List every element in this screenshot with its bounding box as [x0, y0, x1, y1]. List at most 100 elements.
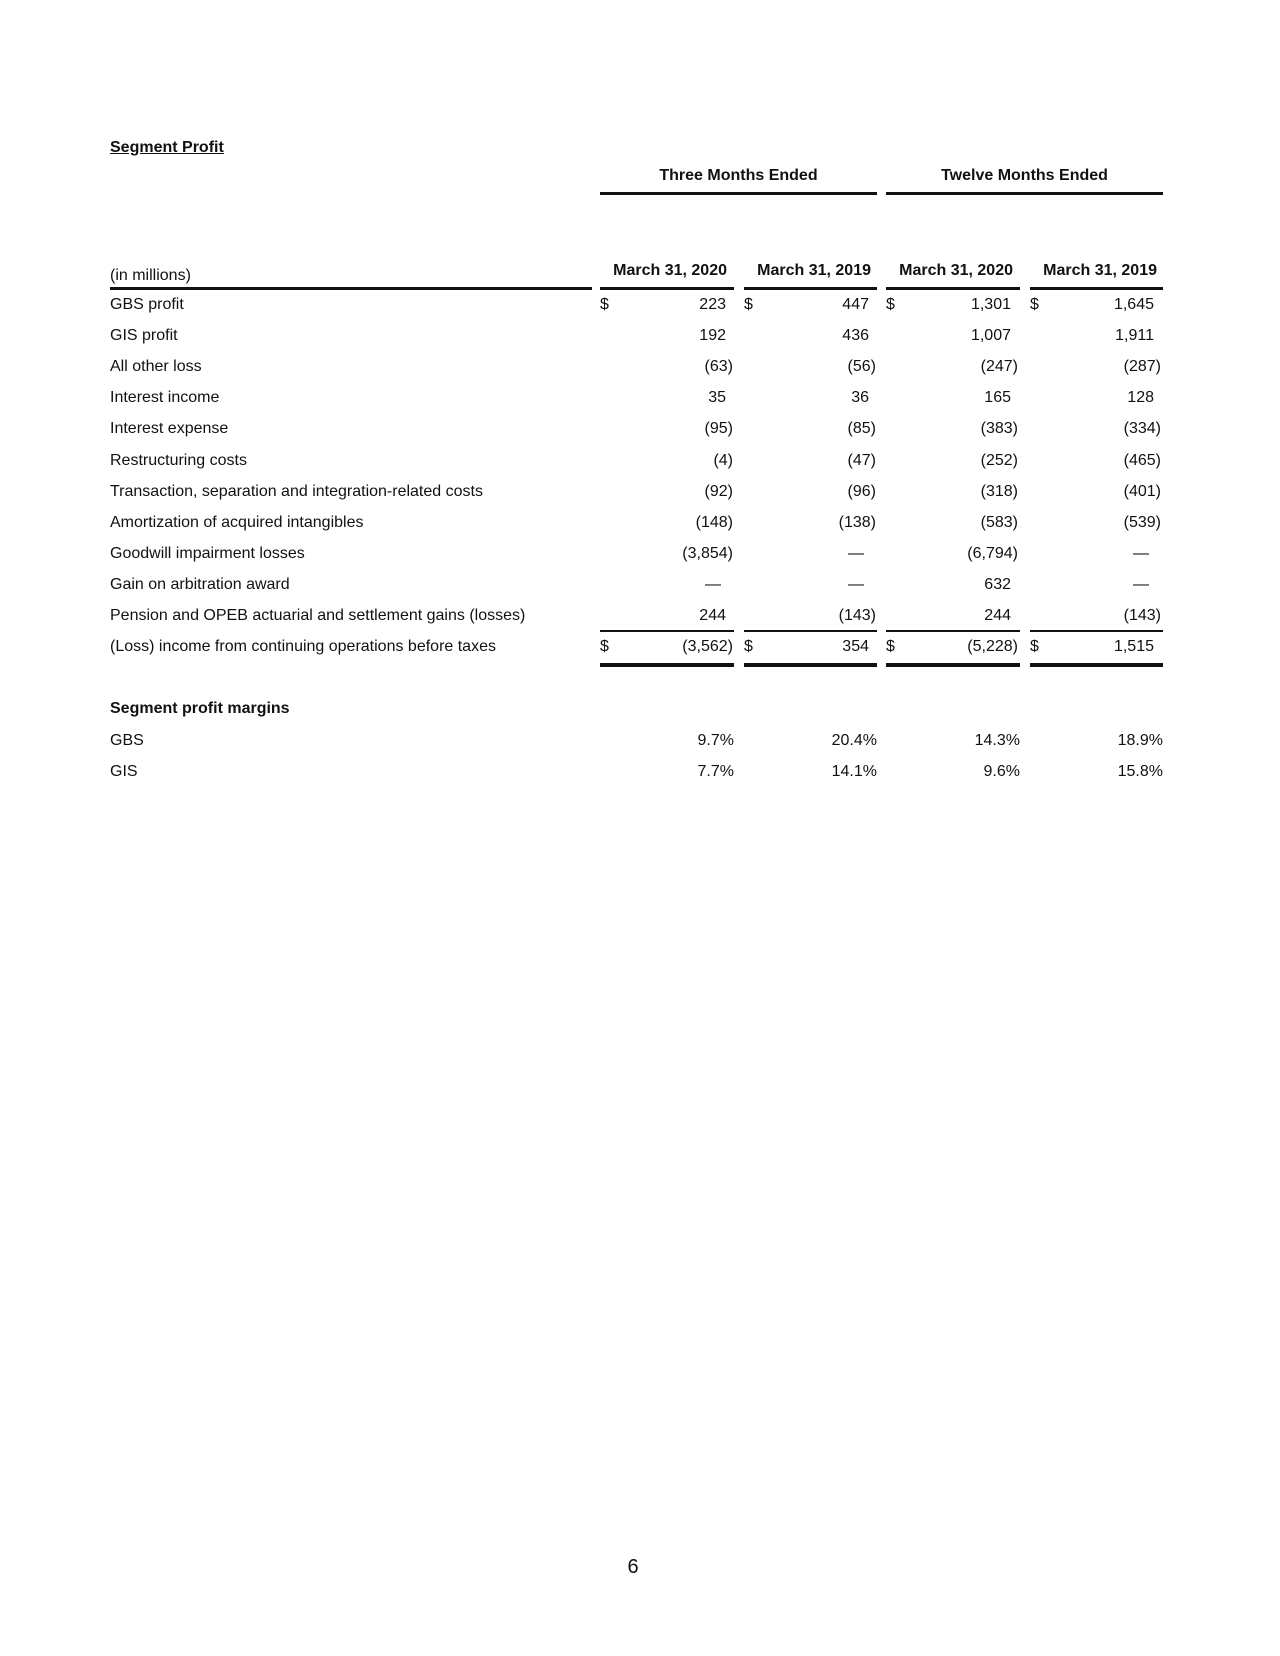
- total-double-rule: [600, 663, 734, 668]
- subtotal-rule: [744, 630, 877, 633]
- margin-value: 14.3%: [974, 732, 1020, 749]
- group-rule: [600, 192, 877, 195]
- group-rule: [886, 192, 1163, 195]
- row-value: (401): [1123, 482, 1161, 500]
- dollar-sign: $: [600, 638, 609, 656]
- row-value: (6,794): [967, 544, 1018, 562]
- dollar-sign: $: [1030, 638, 1039, 656]
- column-header: March 31, 2020: [613, 262, 727, 279]
- row-value: 1,007: [970, 327, 1011, 345]
- header-rule: [744, 287, 877, 290]
- dollar-sign: $: [886, 296, 895, 313]
- row-value: 192: [699, 327, 726, 345]
- table-row: (Loss) income from continuing operations…: [0, 632, 1280, 663]
- row-label: Restructuring costs: [110, 451, 247, 469]
- row-value: (465): [1123, 451, 1161, 469]
- row-value: 1,911: [1115, 327, 1154, 345]
- row-label: Gain on arbitration award: [110, 575, 290, 593]
- subtotal-rule: [1030, 630, 1163, 633]
- row-value: (143): [838, 607, 876, 624]
- row-value: (85): [847, 420, 876, 438]
- row-label: Goodwill impairment losses: [110, 544, 305, 562]
- header-rule: [886, 287, 1020, 290]
- units-label: (in millions): [110, 267, 191, 284]
- row-value: (138): [838, 513, 876, 531]
- row-value: (96): [847, 482, 876, 500]
- margin-row: GIS 7.7% 14.1% 9.6% 15.8%: [0, 757, 1280, 788]
- row-value: 354: [842, 638, 869, 656]
- row-value: (47): [847, 451, 876, 469]
- table-row: Amortization of acquired intangibles (148…: [0, 508, 1280, 539]
- margin-value: 7.7%: [697, 763, 734, 781]
- row-value: (247): [980, 358, 1018, 376]
- row-value: —: [705, 575, 721, 593]
- row-value: (63): [704, 358, 733, 376]
- row-value: 36: [851, 389, 869, 407]
- table-row: Interest expense (95) (85) (383) (334): [0, 414, 1280, 445]
- header-rule: [1030, 287, 1163, 290]
- row-value: (334): [1123, 420, 1161, 438]
- column-header: March 31, 2019: [757, 262, 871, 279]
- table-row: Transaction, separation and integration-…: [0, 477, 1280, 508]
- column-header: March 31, 2019: [1043, 262, 1157, 279]
- row-value: —: [1133, 544, 1149, 562]
- row-value: (4): [713, 451, 733, 469]
- row-value: 1,301: [970, 296, 1011, 313]
- total-double-rule: [744, 663, 877, 668]
- column-header: March 31, 2020: [899, 262, 1013, 279]
- row-value: 436: [842, 327, 869, 345]
- row-value: (318): [980, 482, 1018, 500]
- row-value: (583): [980, 513, 1018, 531]
- row-label: All other loss: [110, 358, 202, 376]
- table-row: Gain on arbitration award — — 632 —: [0, 570, 1280, 601]
- dollar-sign: $: [600, 296, 609, 313]
- dollar-sign: $: [1030, 296, 1039, 313]
- row-value: (3,854): [682, 544, 733, 562]
- table-row: GBS profit $223 $447 $1,301 $1,645: [0, 290, 1280, 321]
- row-value: —: [1133, 575, 1149, 593]
- row-value: 223: [699, 296, 726, 313]
- header-rule: [600, 287, 734, 290]
- row-value: —: [848, 544, 864, 562]
- row-value: 35: [708, 389, 726, 407]
- row-label: GIS: [110, 763, 138, 781]
- total-double-rule: [1030, 663, 1163, 668]
- group-header-three-months: Three Months Ended: [659, 167, 818, 184]
- margin-value: 9.7%: [697, 732, 734, 749]
- row-value: (3,562): [682, 638, 733, 656]
- dollar-sign: $: [886, 638, 895, 656]
- page-number: 6: [627, 1556, 639, 1578]
- subtotal-rule: [600, 630, 734, 633]
- row-value: 128: [1127, 389, 1154, 407]
- row-value: 244: [984, 607, 1011, 624]
- section-title: Segment Profit: [110, 139, 224, 156]
- margin-value: 15.8%: [1117, 763, 1163, 781]
- total-double-rule: [886, 663, 1020, 668]
- row-label: GIS profit: [110, 327, 178, 345]
- subtotal-rule: [886, 630, 1020, 633]
- row-label: Interest expense: [110, 420, 229, 438]
- row-value: 632: [984, 575, 1011, 593]
- row-value: (148): [695, 513, 733, 531]
- row-label: GBS profit: [110, 296, 184, 313]
- row-value: 1,515: [1113, 638, 1154, 656]
- row-value: 447: [842, 296, 869, 313]
- table-row: Pension and OPEB actuarial and settlemen…: [0, 601, 1280, 632]
- table-row: Interest income 35 36 165 128: [0, 383, 1280, 414]
- row-value: 244: [699, 607, 726, 624]
- margin-value: 20.4%: [831, 732, 877, 749]
- margin-value: 9.6%: [983, 763, 1020, 781]
- row-value: (5,228): [967, 638, 1018, 656]
- row-label: Amortization of acquired intangibles: [110, 513, 364, 531]
- margin-value: 14.1%: [831, 763, 877, 781]
- margins-title: Segment profit margins: [110, 700, 290, 717]
- row-value: (539): [1123, 513, 1161, 531]
- row-value: (92): [704, 482, 733, 500]
- group-header-twelve-months: Twelve Months Ended: [941, 167, 1108, 184]
- row-label: GBS: [110, 732, 144, 749]
- dollar-sign: $: [744, 296, 753, 313]
- row-value: (383): [980, 420, 1018, 438]
- row-label: Transaction, separation and integration-…: [110, 482, 483, 500]
- header-rule: [110, 287, 592, 290]
